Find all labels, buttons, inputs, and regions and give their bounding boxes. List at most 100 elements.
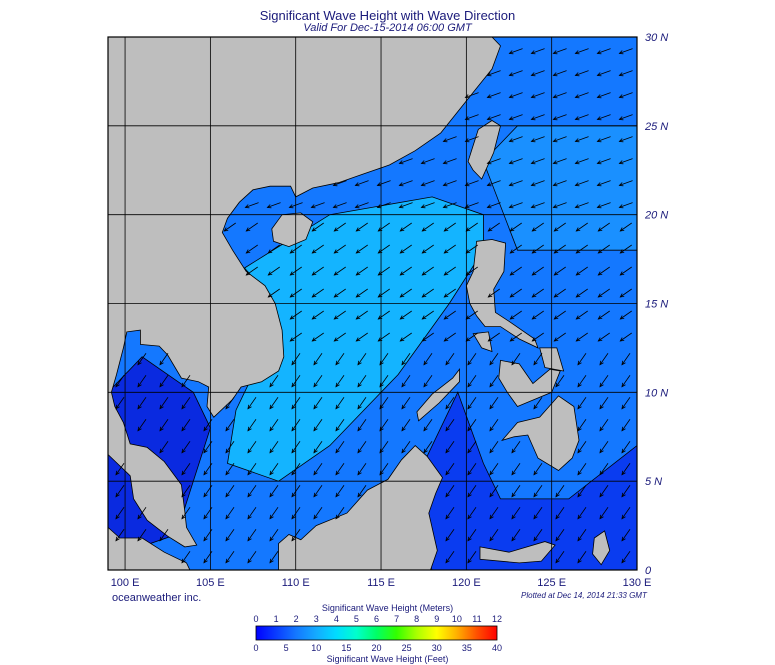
- wave-arrow: [596, 48, 611, 55]
- wave-arrow: [335, 397, 345, 410]
- wave-arrow: [335, 419, 345, 432]
- wave-arrow: [577, 441, 587, 454]
- wave-arrow: [225, 463, 235, 476]
- wave-arrow: [508, 202, 523, 209]
- wave-arrow: [575, 222, 588, 232]
- wave-arrow: [332, 180, 347, 187]
- wave-arrow: [552, 92, 567, 99]
- wave-arrow: [486, 114, 501, 121]
- wave-arrow: [115, 397, 125, 410]
- wave-arrow: [533, 507, 543, 520]
- wave-arrow: [596, 158, 611, 165]
- wave-arrow: [311, 244, 324, 254]
- wave-arrow: [399, 244, 412, 254]
- wave-arrow: [421, 244, 434, 254]
- wave-arrow: [379, 375, 389, 388]
- wave-arrow: [377, 310, 390, 320]
- wave-arrow: [618, 114, 633, 121]
- wave-arrow: [203, 529, 213, 542]
- wave-arrow: [225, 441, 235, 454]
- wave-arrow: [289, 332, 302, 342]
- wave-arrow: [401, 397, 411, 410]
- wave-arrow: [509, 266, 522, 276]
- wave-arrow: [599, 397, 609, 410]
- wave-arrow: [137, 397, 147, 410]
- wave-arrow: [486, 70, 501, 77]
- wave-arrow: [619, 244, 632, 254]
- wave-arrow: [619, 222, 632, 232]
- wave-arrow: [533, 529, 543, 542]
- wave-arrow: [357, 375, 367, 388]
- map-subtitle: Valid For Dec-15-2014 06:00 GMT: [303, 22, 472, 34]
- wave-arrow: [509, 332, 522, 342]
- wave-direction-arrows: [115, 48, 633, 564]
- wave-arrow: [530, 70, 545, 77]
- wave-arrow: [379, 397, 389, 410]
- colorbar-tick-meters: 11: [472, 614, 481, 624]
- wave-arrow: [577, 507, 587, 520]
- wave-arrow: [269, 441, 279, 454]
- wave-arrow: [621, 551, 631, 564]
- wave-arrow: [291, 529, 301, 542]
- wave-arrow: [357, 485, 367, 498]
- wave-arrow: [115, 463, 125, 476]
- lon-label: 130 E: [623, 577, 652, 589]
- wave-arrow: [203, 441, 213, 454]
- wave-arrow: [335, 507, 345, 520]
- wave-arrow: [621, 463, 631, 476]
- colorbar-tick-feet: 20: [371, 643, 381, 653]
- wave-arrow: [333, 222, 346, 232]
- wave-arrow: [509, 222, 522, 232]
- wave-arrow: [399, 222, 412, 232]
- wave-arrow: [203, 551, 213, 564]
- wave-arrow: [203, 485, 213, 498]
- wave-arrow: [445, 441, 455, 454]
- wave-arrow: [401, 375, 411, 388]
- wave-arrow: [464, 92, 479, 99]
- wave-arrow: [181, 419, 191, 432]
- sumatra-island: [108, 526, 191, 570]
- wave-arrow: [398, 180, 413, 187]
- colorbar: 0 1 2 3 4 5 6 7 8 9 10 11 120 5 10 15 20 25 30 35 40: [253, 614, 502, 653]
- wave-arrow: [553, 332, 566, 342]
- wave-arrow: [181, 397, 191, 410]
- wave-arrow: [225, 551, 235, 564]
- colorbar-tick-feet: 5: [284, 643, 289, 653]
- wave-arrow: [596, 114, 611, 121]
- wave-arrow: [269, 463, 279, 476]
- wave-arrow: [574, 180, 589, 187]
- wave-arrow: [377, 222, 390, 232]
- lon-label: 100 E: [111, 577, 140, 589]
- wave-arrow: [399, 310, 412, 320]
- wave-arrow: [577, 397, 587, 410]
- wave-arrow: [621, 397, 631, 410]
- wave-arrow: [486, 202, 501, 209]
- wave-arrow: [291, 397, 301, 410]
- wave-arrow: [442, 202, 457, 209]
- colorbar-tick-feet: 10: [311, 643, 321, 653]
- wave-arrow: [618, 202, 633, 209]
- wave-arrow: [552, 48, 567, 55]
- wave-arrow: [266, 202, 281, 209]
- wave-arrow: [289, 244, 302, 254]
- wave-arrow: [443, 266, 456, 276]
- wave-arrow: [245, 244, 258, 254]
- wave-arrow: [442, 136, 457, 143]
- wave-arrow: [335, 353, 345, 366]
- wave-arrow: [531, 266, 544, 276]
- wave-arrow: [486, 92, 501, 99]
- wave-arrow: [267, 244, 280, 254]
- wave-arrow: [467, 551, 477, 564]
- wave-arrow: [181, 463, 191, 476]
- colorbar-tick-meters: 8: [414, 614, 419, 624]
- sulawesi-island: [479, 541, 556, 564]
- wave-arrow: [269, 397, 279, 410]
- wave-arrow: [621, 441, 631, 454]
- wave-arrow: [575, 244, 588, 254]
- colorbar-tick-meters: 6: [374, 614, 379, 624]
- luzon-island: [465, 239, 539, 349]
- wave-arrow: [420, 180, 435, 187]
- wave-arrow: [333, 332, 346, 342]
- wave-arrow: [489, 397, 499, 410]
- wave-arrow: [445, 353, 455, 366]
